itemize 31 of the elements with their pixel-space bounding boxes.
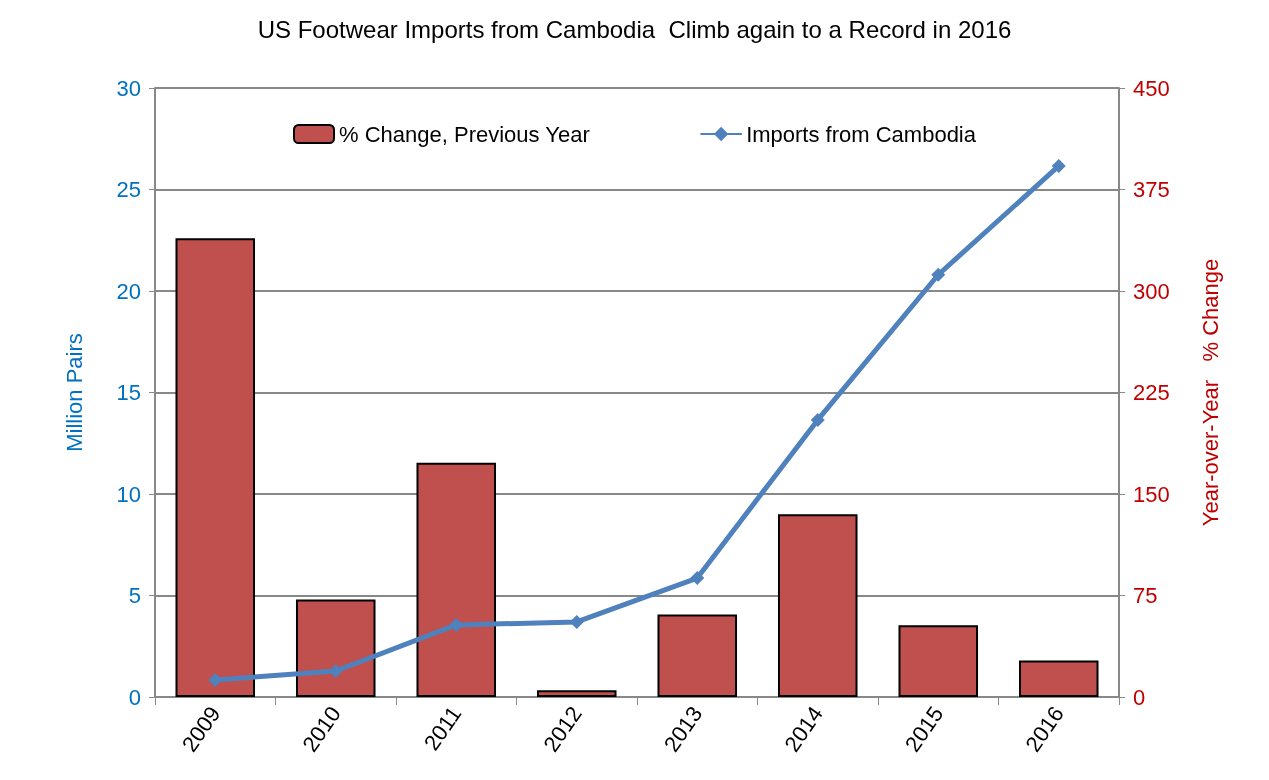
bar (898, 625, 979, 697)
y2-tick-label: 225 (1133, 380, 1170, 405)
y-tick-label: 10 (116, 481, 141, 507)
y-tick-label: 30 (116, 75, 141, 101)
point (810, 412, 825, 427)
legend-label: Imports from Cambodia (746, 121, 977, 147)
y-tick-label: 15 (116, 380, 141, 405)
y-tick-label: 0 (128, 684, 141, 710)
bar (657, 614, 738, 697)
legend-label: % Change, Previous Year (339, 121, 590, 147)
y2-tick-label: 300 (1133, 278, 1170, 304)
y2-tick-label: 150 (1133, 481, 1170, 507)
y2-tick-label: 450 (1133, 75, 1170, 101)
y-axis-title: Million Pairs (61, 333, 87, 452)
point (931, 267, 946, 282)
y2-tick-label: 75 (1133, 583, 1158, 608)
y-tick-label: 20 (116, 278, 141, 304)
y2-tick-label: 0 (1133, 684, 1146, 710)
bar (777, 514, 858, 697)
y-tick-label: 25 (116, 177, 141, 202)
point (1051, 158, 1066, 173)
bar (416, 462, 497, 697)
point (690, 571, 705, 586)
y-tick-label: 5 (128, 583, 141, 608)
bar (175, 238, 256, 697)
bar (295, 599, 376, 697)
y2-axis-title: Year-over-Year % Change (1197, 258, 1223, 527)
y2-tick-label: 375 (1133, 177, 1170, 202)
bar (536, 690, 617, 697)
bar (1018, 660, 1099, 697)
chart-title: US Footwear Imports from Cambodia Climb again to a Record in 2016 (257, 15, 1012, 43)
